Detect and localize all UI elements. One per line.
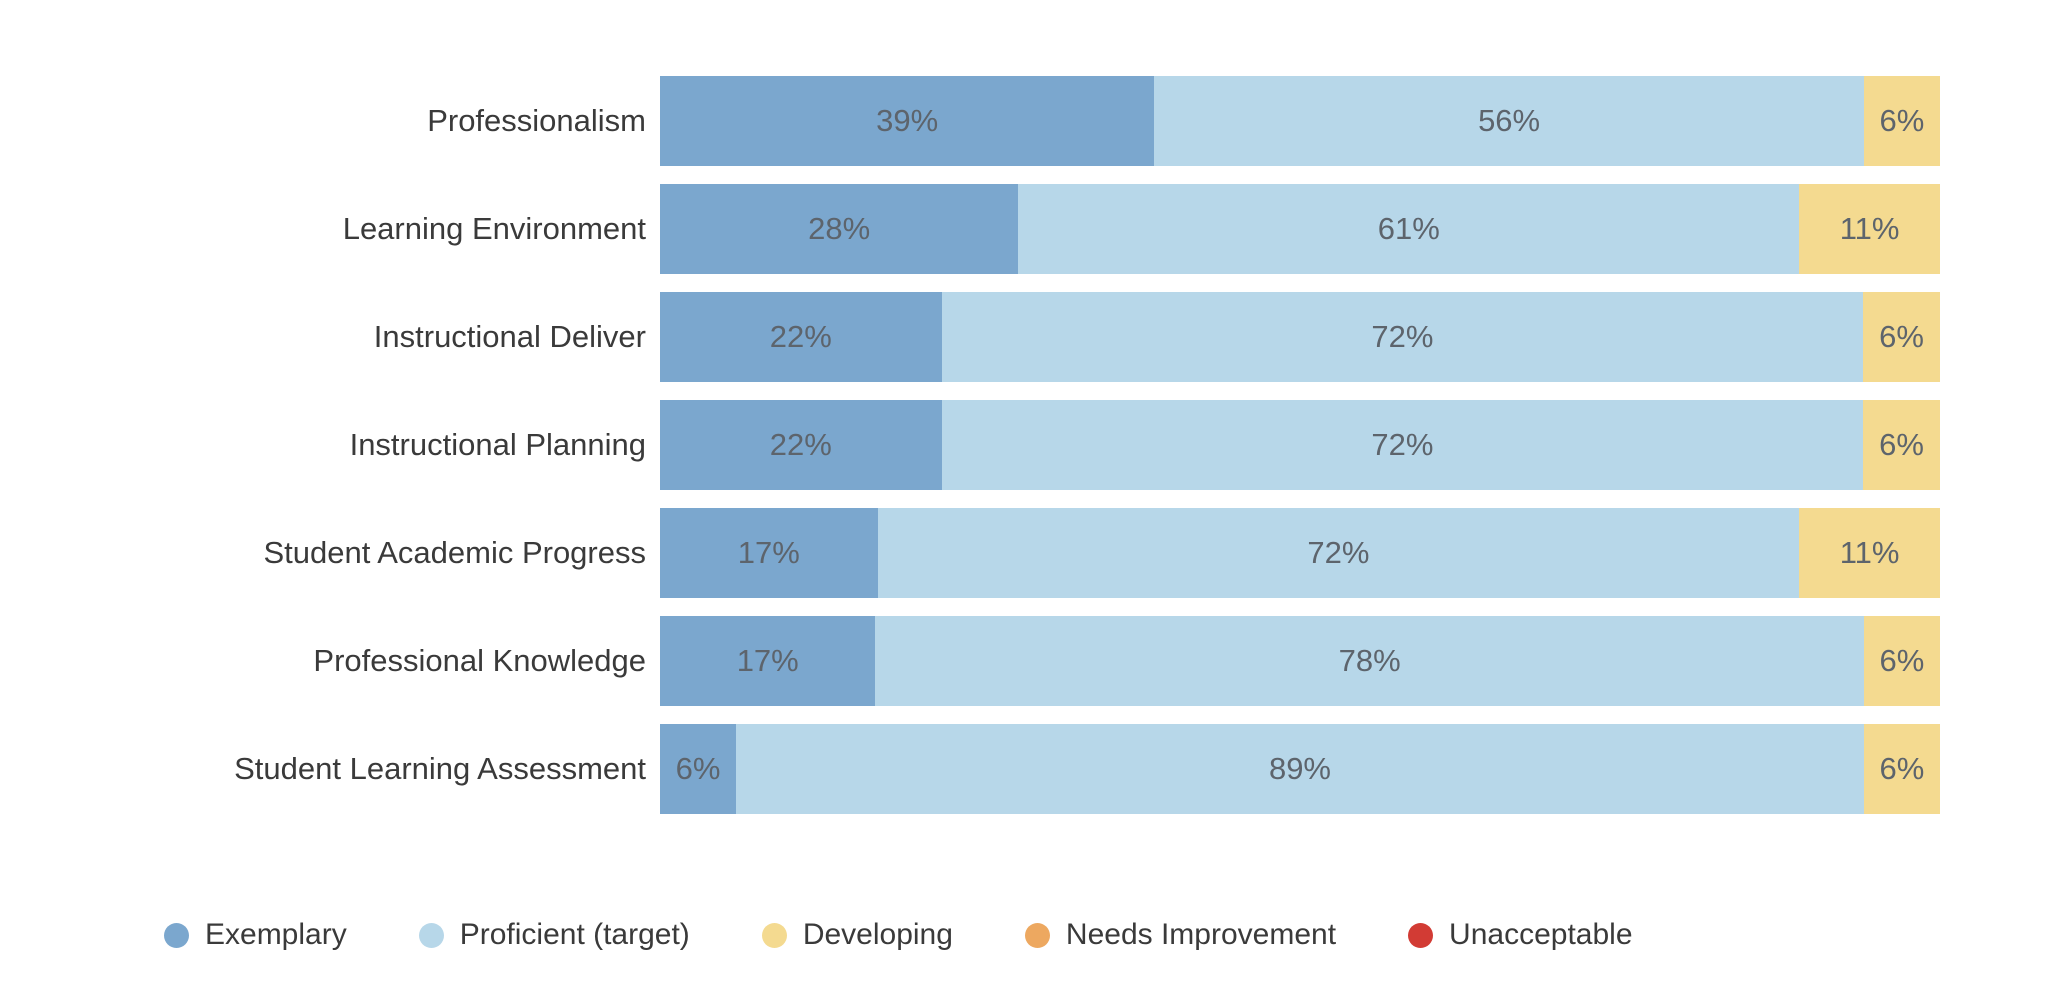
legend-dot-icon: [164, 922, 189, 948]
bar-segment: 17%: [660, 616, 876, 706]
bar-segment: 6%: [1863, 616, 1940, 706]
bar-segment: 22%: [660, 292, 942, 382]
legend-item[interactable]: Unacceptable: [1408, 918, 1633, 952]
bar-segment: 72%: [941, 292, 1864, 382]
bar-segment: 6%: [660, 724, 737, 814]
chart-row: Professional Knowledge 17% 78% 6%: [0, 616, 1940, 706]
bar-segment: 6%: [1863, 724, 1940, 814]
legend-label: Developing: [802, 918, 953, 951]
bar-segment: 78%: [875, 616, 1864, 706]
bar-segment: 56%: [1154, 76, 1864, 166]
legend-item[interactable]: Exemplary: [164, 918, 347, 952]
legend-label: Needs Improvement: [1065, 918, 1337, 951]
chart-rows: Professionalism 39% 56% 6% Learning Environm…: [0, 76, 1940, 814]
bar-segment: 72%: [877, 508, 1800, 598]
chart-row: Student Learning Assessment 6% 89% 6%: [0, 724, 1940, 814]
chart-row: Student Academic Progress 17% 72% 11%: [0, 508, 1940, 598]
stacked-bar: 39% 56% 6%: [660, 76, 1940, 166]
category-label: Professionalism: [427, 103, 646, 138]
legend-label: Unacceptable: [1449, 918, 1633, 951]
chart-legend: Exemplary Proficient (target) Developing Ne…: [164, 918, 1633, 952]
bar-segment: 17%: [660, 508, 878, 598]
bar-segment: 6%: [1863, 400, 1940, 490]
legend-dot-icon: [1408, 922, 1434, 948]
legend-dot-icon: [1024, 922, 1050, 948]
bar-segment: 11%: [1799, 184, 1940, 274]
bar-segment: 6%: [1863, 292, 1940, 382]
stacked-bar: 6% 89% 6%: [660, 724, 1940, 814]
chart-row: Instructional Planning 22% 72% 6%: [0, 400, 1940, 490]
stacked-bar: 22% 72% 6%: [660, 292, 1940, 382]
chart-row: Instructional Deliver 22% 72% 6%: [0, 292, 1940, 382]
bar-segment: 72%: [941, 400, 1864, 490]
legend-item[interactable]: Proficient (target): [418, 918, 690, 952]
legend-dot-icon: [418, 922, 444, 948]
category-label: Instructional Deliver: [373, 319, 646, 354]
bar-segment: 28%: [660, 184, 1019, 274]
bar-segment: 6%: [1863, 76, 1940, 166]
stacked-bar: 28% 61% 11%: [660, 184, 1940, 274]
bar-segment: 61%: [1018, 184, 1800, 274]
chart-row: Learning Environment 28% 61% 11%: [0, 184, 1940, 274]
bar-segment: 22%: [660, 400, 942, 490]
legend-dot-icon: [761, 922, 787, 948]
category-label: Student Academic Progress: [263, 535, 646, 570]
bar-segment: 39%: [660, 76, 1155, 166]
stacked-bar: 17% 78% 6%: [660, 616, 1940, 706]
category-label: Instructional Planning: [349, 427, 646, 462]
legend-item[interactable]: Needs Improvement: [1024, 918, 1337, 952]
chart-row: Professionalism 39% 56% 6%: [0, 76, 1940, 166]
legend-label: Proficient (target): [459, 918, 690, 951]
category-label: Professional Knowledge: [313, 643, 646, 678]
legend-label: Exemplary: [205, 918, 347, 951]
bar-segment: 89%: [736, 724, 1864, 814]
stacked-bar: 22% 72% 6%: [660, 400, 1940, 490]
stacked-bar: 17% 72% 11%: [660, 508, 1940, 598]
legend-item[interactable]: Developing: [761, 918, 953, 952]
category-label: Learning Environment: [342, 211, 646, 246]
bar-segment: 11%: [1799, 508, 1940, 598]
category-label: Student Learning Assessment: [234, 751, 646, 786]
